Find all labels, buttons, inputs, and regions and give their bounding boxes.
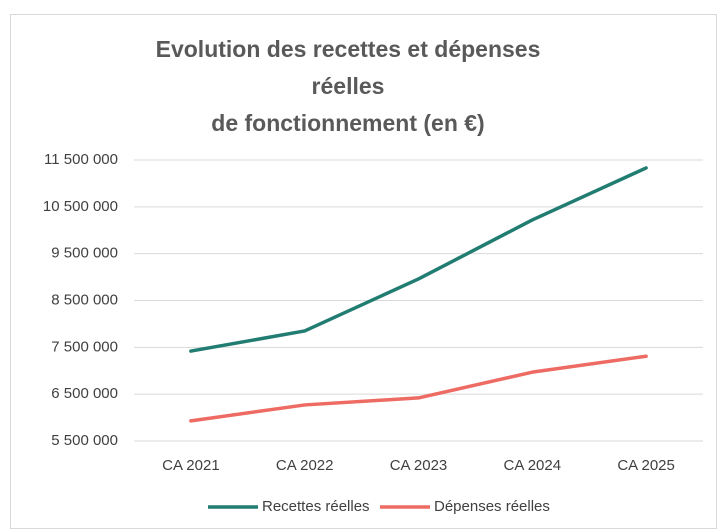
legend-label: Dépenses réelles bbox=[434, 498, 550, 515]
y-tick-label: 5 500 000 bbox=[51, 432, 118, 449]
y-tick-label: 9 500 000 bbox=[51, 245, 118, 262]
x-tick-label: CA 2022 bbox=[276, 457, 334, 474]
y-tick-label: 6 500 000 bbox=[51, 385, 118, 402]
x-tick-label: CA 2024 bbox=[504, 457, 562, 474]
x-tick-label: CA 2023 bbox=[390, 457, 448, 474]
x-tick-label: CA 2025 bbox=[617, 457, 675, 474]
series-line bbox=[189, 354, 648, 423]
legend-label: Recettes réelles bbox=[262, 498, 370, 515]
x-tick-label: CA 2021 bbox=[162, 457, 220, 474]
y-tick-label: 8 500 000 bbox=[51, 291, 118, 308]
y-tick-label: 10 500 000 bbox=[43, 198, 118, 215]
series-line bbox=[189, 166, 648, 353]
chart-title: Evolution des recettes et dépenses bbox=[156, 36, 541, 62]
y-tick-label: 7 500 000 bbox=[51, 338, 118, 355]
chart-frame bbox=[10, 14, 717, 529]
chart-title: réelles bbox=[312, 73, 385, 99]
y-tick-label: 11 500 000 bbox=[44, 151, 118, 168]
chart-title: de fonctionnement (en €) bbox=[211, 110, 484, 136]
